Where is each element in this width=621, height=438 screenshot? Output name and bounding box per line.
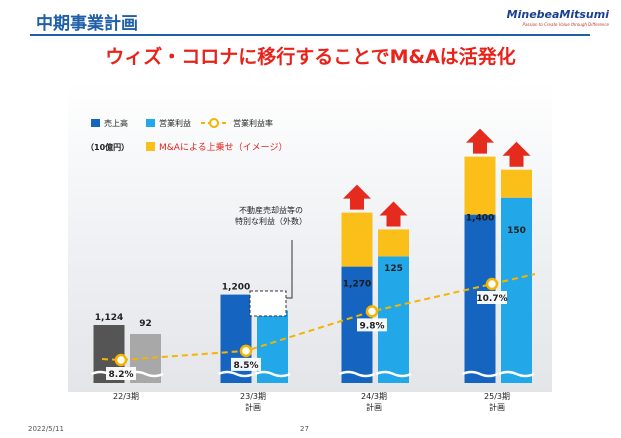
category-axis-labels: 22/3期 23/3期計画 24/3期計画 25/3期計画 xyxy=(113,392,510,412)
op-margin-label-bg-1 xyxy=(231,357,261,371)
op-income-value-label-0: 92 xyxy=(139,319,152,329)
break-wave-2-1 xyxy=(375,370,412,378)
category-label-2: 24/3期計画 xyxy=(361,392,387,412)
title-divider xyxy=(30,34,590,36)
bar-ma-boost-sales-3 xyxy=(464,156,496,215)
legend-swatch-op-income xyxy=(146,119,155,127)
sales-value-label-0: 1,124 xyxy=(95,313,123,323)
bar-ma-boost-op-3 xyxy=(501,169,532,198)
op-margin-label-bg-3 xyxy=(477,291,507,304)
op-income-value-label-3: 150 xyxy=(507,226,526,236)
op-margin-label-2: 9.8% xyxy=(360,321,385,331)
op-income-value-label-2: 125 xyxy=(384,264,403,274)
page-number: 27 xyxy=(300,425,309,433)
op-margin-label-3: 10.7% xyxy=(476,294,507,304)
special-profit-annotation: 不動産売却益等の特別な利益（外数） xyxy=(235,205,307,317)
category-label-3: 25/3期計画 xyxy=(484,392,510,412)
sales-value-label-1: 1,200 xyxy=(222,283,250,293)
sales-value-label-3: 1,400 xyxy=(466,214,494,224)
growth-arrow-op-3 xyxy=(502,141,531,167)
legend-label-ma-boost: M&Aによる上乗せ（イメージ） xyxy=(159,141,288,153)
break-wave-1-0 xyxy=(217,370,255,378)
bar-group xyxy=(93,156,532,383)
logo-tagline: Passion to Create Value through Differen… xyxy=(522,22,609,27)
op-margin-point-3 xyxy=(485,277,499,291)
bar-ma-boost-op-2 xyxy=(378,229,409,257)
break-wave-2-0 xyxy=(338,370,376,378)
legend-marker-op-margin xyxy=(209,118,219,128)
legend-label-op-margin: 営業利益率 xyxy=(233,118,273,128)
op-margin-label-bg-2 xyxy=(357,318,387,332)
growth-arrows xyxy=(343,128,531,227)
sales-value-label-2: 1,270 xyxy=(343,280,371,290)
legend-label-op-income: 営業利益 xyxy=(159,118,191,128)
legend-swatch-sales xyxy=(91,119,100,127)
legend-swatch-ma-boost xyxy=(146,142,155,151)
chart-legend: 売上高 営業利益 営業利益率 （10億円） M&Aによる上乗せ（イメージ） xyxy=(86,118,288,153)
op-margin-point-0 xyxy=(114,353,128,367)
op-margin-line: 8.2% 8.5% 9.8% 10.7% xyxy=(101,273,536,380)
break-wave-3-1 xyxy=(498,370,535,378)
annotation-leader xyxy=(286,240,293,299)
op-margin-label-1: 8.5% xyxy=(234,361,259,371)
special-profit-box xyxy=(249,290,287,317)
growth-arrow-sales-3 xyxy=(466,128,494,154)
op-margin-point-1 xyxy=(239,344,253,358)
logo-text: MinebeaMitsumi xyxy=(506,8,609,21)
legend-label-sales: 売上高 xyxy=(104,118,128,128)
break-wave-1-1 xyxy=(254,370,291,378)
category-label-1: 23/3期計画 xyxy=(240,392,266,412)
annotation-text: 不動産売却益等の特別な利益（外数） xyxy=(235,205,307,226)
growth-arrow-op-2 xyxy=(379,201,408,227)
company-logo: MinebeaMitsumi Passion to Create Value t… xyxy=(507,8,609,27)
op-margin-point-2 xyxy=(365,305,379,318)
bar-ma-boost-sales-2 xyxy=(341,212,373,267)
slide-title: 中期事業計画 xyxy=(36,14,138,34)
growth-arrow-sales-2 xyxy=(343,184,371,210)
slide-headline: ウィズ・コロナに移行することでM&Aは活発化 xyxy=(105,46,516,68)
unit-label: （10億円） xyxy=(86,142,129,152)
op-margin-label-bg-0 xyxy=(106,367,136,380)
op-margin-label-0: 8.2% xyxy=(109,370,134,380)
category-label-0: 22/3期 xyxy=(113,392,139,401)
break-wave-3-0 xyxy=(461,370,499,378)
bar-op-income-3 xyxy=(501,197,532,383)
footer-date: 2022/5/11 xyxy=(28,425,64,433)
